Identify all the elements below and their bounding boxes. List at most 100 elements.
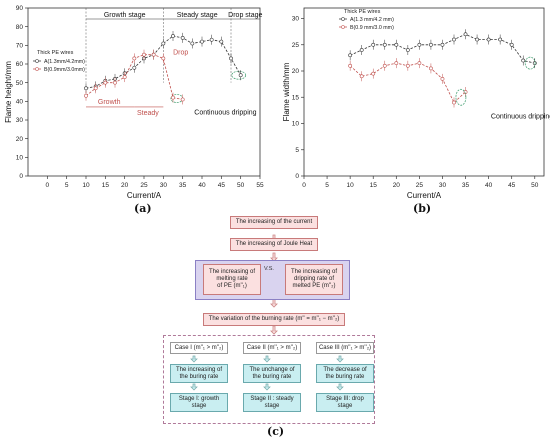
chart-a-growth-label: Growth bbox=[98, 99, 121, 106]
chart-a-series-0-point-5 bbox=[132, 65, 137, 70]
chart-a-xlabel: Current/A bbox=[127, 191, 162, 200]
chart-b-series-0-point-12 bbox=[486, 37, 491, 42]
node-current-increase: The increasing of the current bbox=[230, 216, 318, 229]
chart-b-xtick-label-45: 45 bbox=[508, 182, 516, 189]
chart-a-legend-marker-b bbox=[35, 67, 39, 71]
chart-a-ytick-label-50: 50 bbox=[16, 80, 24, 87]
chart-a-xtick-label-15: 15 bbox=[102, 182, 110, 189]
chart-b-ytick-label-5: 5 bbox=[295, 147, 299, 154]
chart-b-xtick-label-5: 5 bbox=[325, 182, 329, 189]
chart-b-xlabel: Current/A bbox=[407, 191, 442, 200]
node-current-increase-label: The increasing of the current bbox=[235, 219, 313, 226]
arrow-case3-a bbox=[336, 355, 344, 363]
flowchart-panel-label: (c) bbox=[267, 425, 285, 438]
chart-b-series-0-point-7 bbox=[429, 42, 433, 47]
chart-b-series-1-point-5 bbox=[405, 63, 410, 68]
chart-b-series-0-point-11 bbox=[475, 37, 479, 42]
chart-a-series-1-point-10 bbox=[180, 97, 185, 102]
chart-b-dripping-label: Continuous dripping bbox=[491, 113, 550, 120]
case-3-effect-line2: the buring rate bbox=[325, 373, 365, 380]
node-dripping-rate-line1: The increasing of bbox=[290, 269, 338, 276]
case-2-effect: The unchange of the buring rate bbox=[243, 364, 301, 383]
chart-b-series-0-point-15 bbox=[521, 58, 526, 63]
chart-b-legend-marker-a bbox=[341, 17, 345, 21]
chart-b-series-0-point-4 bbox=[394, 42, 399, 47]
chart-a-xtick-label-35: 35 bbox=[179, 182, 187, 189]
case-1-stage-line2: stage bbox=[191, 402, 207, 409]
chart-a-ytick-label-20: 20 bbox=[16, 136, 24, 143]
case-2-effect-line2: the buring rate bbox=[252, 373, 292, 380]
chart-b-series-1-point-6 bbox=[417, 61, 422, 66]
chart-b-series-1-point-0 bbox=[348, 63, 353, 68]
chart-b-series-1-point-7 bbox=[429, 66, 433, 71]
chart-b-dripping-ellipse-2 bbox=[524, 56, 536, 70]
chart-a-series-1-point-8 bbox=[161, 56, 166, 61]
chart-a-xtick-label-25: 25 bbox=[140, 182, 148, 189]
node-dripping-rate-line3: melted PE (m''₂) bbox=[292, 282, 336, 289]
chart-b-frame bbox=[303, 7, 545, 177]
chart-b-xtick-label-0: 0 bbox=[302, 182, 306, 189]
chart-b-series-0-point-1 bbox=[359, 48, 364, 52]
chart-b-series-0-point-9 bbox=[452, 37, 456, 42]
chart-a-stage-steady-label: Steady stage bbox=[177, 12, 218, 19]
case-3-stage: Stage III: drop stage bbox=[316, 393, 374, 412]
case-2-effect-line1: The unchange of bbox=[249, 366, 295, 373]
chart-a-series-1-point-7 bbox=[151, 52, 156, 57]
chart-a-series-0-point-0 bbox=[84, 86, 88, 91]
node-melting-rate-line3: of PE (m''₁) bbox=[217, 282, 247, 289]
node-burning-rate-variation: The variation of the burning rate (m'' =… bbox=[203, 313, 345, 326]
chart-b-series-0-point-3 bbox=[382, 42, 387, 47]
chart-a-ytick-label-10: 10 bbox=[16, 155, 24, 162]
chart-a-ytick-label-90: 90 bbox=[16, 5, 24, 12]
node-joule-heat: The increasing of Joule Heat bbox=[230, 238, 318, 251]
chart-b-xtick-label-35: 35 bbox=[462, 182, 470, 189]
arrow-case1-a bbox=[190, 355, 198, 363]
chart-b-series-1-point-8 bbox=[440, 76, 445, 81]
chart-b-series-0-point-6 bbox=[417, 42, 422, 47]
chart-a-ytick-label-30: 30 bbox=[16, 117, 24, 124]
chart-a-series-1-point-4 bbox=[122, 75, 127, 79]
case-3-stage-line1: Stage III: drop bbox=[326, 395, 364, 402]
case-1-stage-line1: Stage I: growth bbox=[178, 395, 220, 402]
chart-a-series-0-line bbox=[85, 35, 242, 89]
chart-b-series-0-point-10 bbox=[463, 32, 468, 37]
chart-b-xtick-label-15: 15 bbox=[370, 182, 378, 189]
case-2-stage-line2: stage bbox=[264, 402, 280, 409]
chart-b-series-0-point-8 bbox=[440, 42, 445, 47]
chart-b-ytick-label-30: 30 bbox=[292, 16, 300, 23]
chart-b-series-0-point-5 bbox=[405, 48, 410, 52]
chart-b-ytick-label-10: 10 bbox=[292, 121, 300, 128]
chart-a-series-0-point-12 bbox=[200, 39, 204, 44]
chart-b-legend-title: Thick PE wires bbox=[344, 9, 381, 15]
arrow-down-4 bbox=[270, 325, 278, 335]
chart-b-xtick-label-30: 30 bbox=[439, 182, 447, 189]
chart-a-legend-marker-a bbox=[35, 59, 39, 63]
chart-a-stage-drop-label: Drop stage bbox=[228, 12, 262, 19]
chart-a-series-1-point-3 bbox=[113, 80, 117, 85]
chart-a-ytick-label-70: 70 bbox=[16, 43, 24, 50]
chart-b-panel-label: (b) bbox=[413, 202, 431, 215]
node-melting-rate: The increasing of melting rate of PE (m'… bbox=[203, 264, 261, 295]
chart-b-ytick-label-15: 15 bbox=[292, 94, 300, 101]
chart-a-xtick-label-45: 45 bbox=[218, 182, 226, 189]
chart-b-series-1-point-1 bbox=[359, 74, 364, 79]
chart-a-ytick-label-0: 0 bbox=[19, 173, 23, 180]
chart-a-xtick-label-30: 30 bbox=[160, 182, 168, 189]
chart-a-series-1-point-0 bbox=[84, 93, 88, 98]
chart-a-steady-label: Steady bbox=[137, 110, 159, 117]
node-melting-rate-line2: melting rate bbox=[216, 276, 248, 283]
chart-a-series-1-point-6 bbox=[142, 52, 146, 57]
chart-a-series-0-point-13 bbox=[209, 37, 214, 42]
case-3-condition-label: Case III (m''₁ > m''₂) bbox=[318, 344, 372, 351]
chart-a-series-1-point-5 bbox=[132, 56, 137, 61]
case-1-condition: Case I (m''₁ > m''₂) bbox=[170, 342, 228, 354]
chart-a-panel-label: (a) bbox=[134, 202, 152, 215]
chart-a-series-0-point-16 bbox=[238, 73, 243, 78]
chart-b-legend-a: A(1.3 mm/4.2 mm) bbox=[350, 17, 394, 23]
chart-a-series-0-point-11 bbox=[190, 41, 195, 46]
chart-a-ytick-label-80: 80 bbox=[16, 24, 24, 31]
chart-b-series-0-point-2 bbox=[371, 42, 376, 47]
chart-a-xtick-label-10: 10 bbox=[82, 182, 90, 189]
